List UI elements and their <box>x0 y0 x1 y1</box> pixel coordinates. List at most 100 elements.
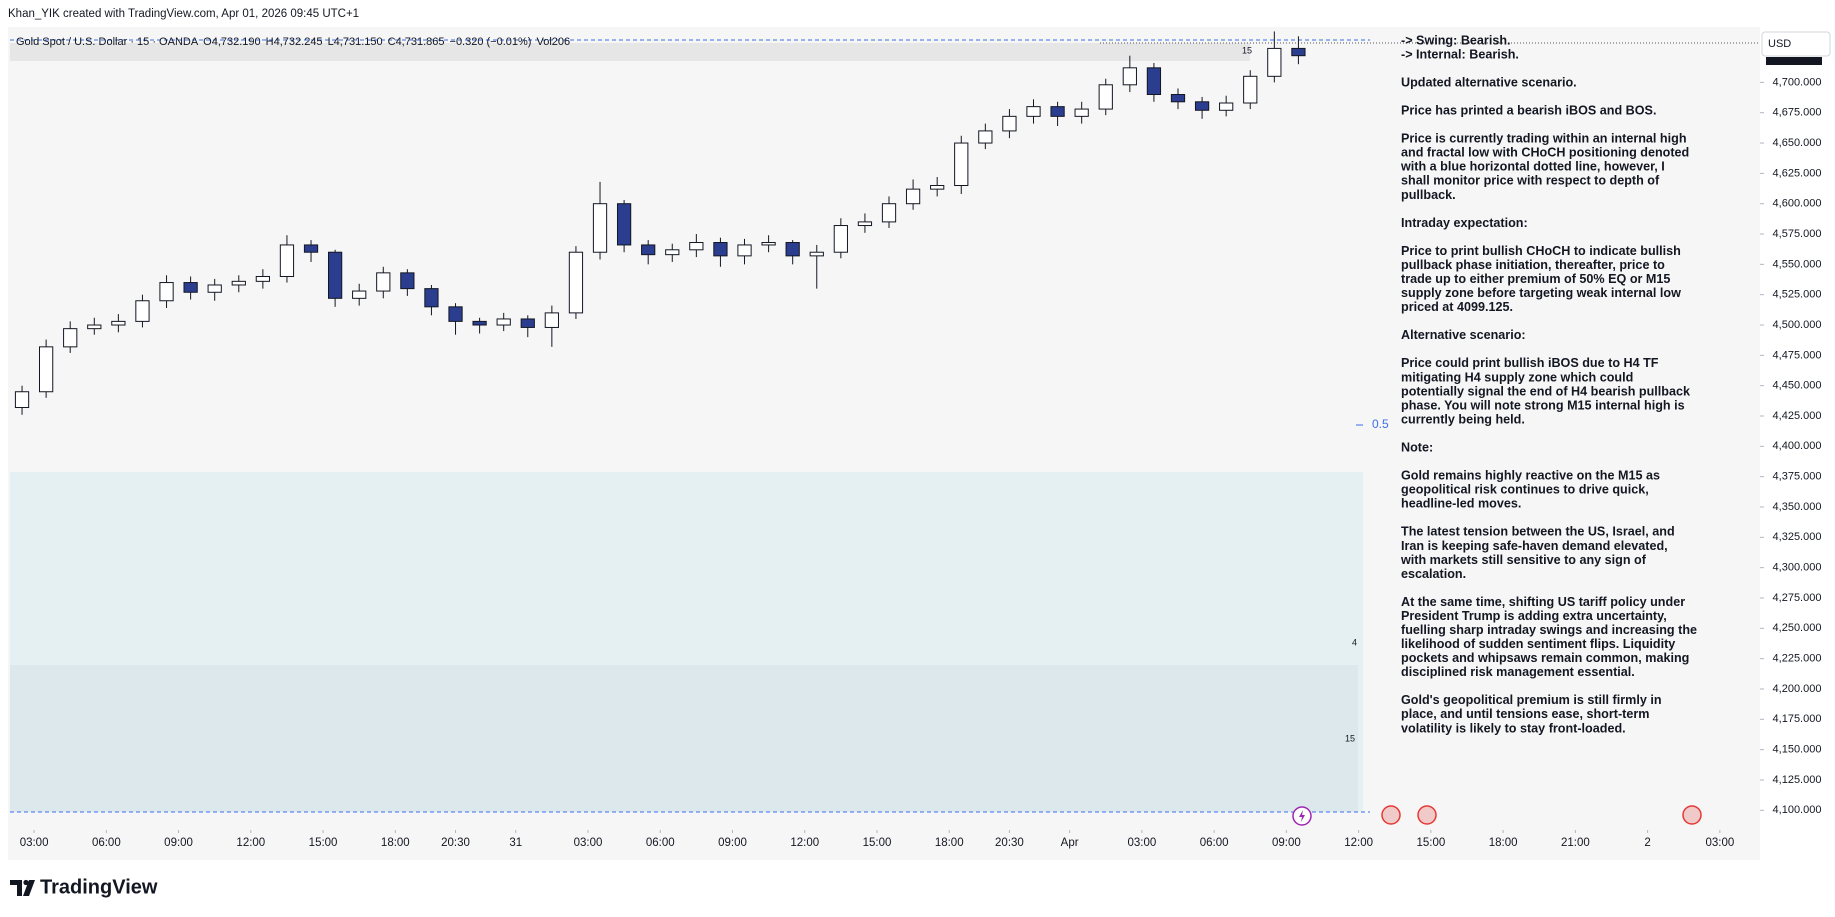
candle-body <box>14 391 30 409</box>
note-line: escalation. <box>1401 567 1466 581</box>
note-line: pullback phase initiation, thereafter, p… <box>1401 258 1665 272</box>
supply-zone <box>10 43 1250 61</box>
candle-body <box>472 320 487 326</box>
y-tick-label: 4,650.000 <box>1773 137 1822 149</box>
currency-box[interactable] <box>1761 31 1831 57</box>
note-line: shall monitor price with respect to dept… <box>1401 174 1660 188</box>
event-icon[interactable] <box>1417 805 1437 825</box>
candle-body <box>1146 67 1162 96</box>
note-line: currently being held. <box>1401 412 1525 426</box>
x-tick-label: 12:00 <box>236 837 265 849</box>
candle-body <box>159 282 174 302</box>
y-tick-label: 4,525.000 <box>1773 289 1822 301</box>
candle-body <box>1122 67 1137 86</box>
candle-body <box>665 249 680 256</box>
event-icon[interactable] <box>1682 805 1702 825</box>
y-tick-label: 4,125.000 <box>1773 774 1822 786</box>
note-line: Updated alternative scenario. <box>1401 75 1577 89</box>
x-tick-label: 03:00 <box>1127 837 1156 849</box>
note-line: -> Internal: Bearish. <box>1401 47 1519 61</box>
x-tick-label: 09:00 <box>718 837 747 849</box>
ohlc-value: L4,731.150 <box>328 36 383 48</box>
zone-label: 15 <box>1242 45 1252 55</box>
y-tick-label: 4,300.000 <box>1773 562 1822 574</box>
price-tag <box>1766 57 1822 65</box>
note-line: Note: <box>1401 440 1433 454</box>
candle-body <box>327 251 343 299</box>
note-line: The latest tension between the US, Israe… <box>1401 525 1675 539</box>
x-tick-label: 18:00 <box>1489 837 1518 849</box>
zone-label: 15 <box>1345 733 1355 743</box>
x-tick-label: 31 <box>509 837 522 849</box>
candle-body <box>905 188 921 205</box>
candle-body <box>881 203 897 223</box>
note-line: pockets and whipsaws remain common, maki… <box>1401 651 1689 665</box>
candle-body <box>833 225 848 253</box>
y-tick-label: 4,325.000 <box>1773 531 1822 543</box>
y-tick-label: 4,475.000 <box>1773 349 1822 361</box>
volume: Vol206 <box>536 36 570 48</box>
y-tick-label: 4,575.000 <box>1773 228 1822 240</box>
y-tick-label: 4,150.000 <box>1773 744 1822 756</box>
candle-body <box>424 288 439 308</box>
y-tick-label: 4,350.000 <box>1773 501 1822 513</box>
y-tick-label: 4,200.000 <box>1773 683 1822 695</box>
x-tick-label: 06:00 <box>92 837 121 849</box>
event-icon[interactable] <box>1381 805 1401 825</box>
x-tick-label: 03:00 <box>574 837 603 849</box>
candle-body <box>1194 101 1210 111</box>
candle-body <box>39 346 54 393</box>
ohlc-value: H4,732.245 <box>266 36 323 48</box>
event-icons <box>1292 805 1702 826</box>
note-line: trade up to either premium of 50% EQ or … <box>1401 272 1670 286</box>
candle-body <box>544 312 559 328</box>
ohlc-value: O4,732.190 <box>203 36 261 48</box>
y-tick-label: 4,175.000 <box>1773 713 1822 725</box>
candle-body <box>1219 102 1234 111</box>
x-tick-label: 06:00 <box>646 837 675 849</box>
y-tick-label: 4,500.000 <box>1773 319 1822 331</box>
logo-part <box>23 880 35 896</box>
candle-body <box>809 251 824 257</box>
candle-body <box>785 242 800 257</box>
brand-logo <box>10 879 35 896</box>
symbol: Gold Spot / U.S. Dollar · 15 · OANDA <box>16 36 199 48</box>
candle-body <box>1098 84 1113 110</box>
x-tick-label: 09:00 <box>164 837 193 849</box>
x-tick-label: 18:00 <box>935 837 964 849</box>
note-line: geopolitical risk continues to drive qui… <box>1401 483 1649 497</box>
candle-body <box>400 272 415 290</box>
change: −0.320 (−0.01%) <box>450 36 532 48</box>
candle-body <box>1002 115 1017 132</box>
y-tick-label: 4,425.000 <box>1773 410 1822 422</box>
candle-body <box>930 185 945 190</box>
candle-body <box>111 320 126 326</box>
note-line: supply zone before targeting weak intern… <box>1401 286 1681 300</box>
x-tick-label: 2 <box>1644 837 1650 849</box>
candle-body <box>1050 106 1065 117</box>
candle-body <box>857 221 873 227</box>
note-line: -> Swing: Bearish. <box>1401 33 1511 47</box>
x-tick-label: 06:00 <box>1200 837 1229 849</box>
note-line: Price has printed a bearish iBOS and BOS… <box>1401 104 1656 118</box>
candle-body <box>1074 108 1089 117</box>
x-tick-label: Apr <box>1061 837 1079 849</box>
legend: Gold Spot / U.S. Dollar · 15 · OANDA O4,7… <box>16 36 570 48</box>
candle-body <box>255 275 270 282</box>
candle-body <box>63 328 78 348</box>
candle-body <box>352 290 367 299</box>
candle-body <box>231 280 246 286</box>
note-line: Alternative scenario: <box>1401 328 1526 342</box>
note-line: fuelling sharp intraday swings and incre… <box>1401 623 1697 637</box>
y-tick-label: 4,450.000 <box>1773 380 1822 392</box>
brand: TradingView <box>40 876 158 898</box>
note-line: disciplined risk management essential. <box>1401 665 1635 679</box>
price-axis-background <box>1760 27 1835 860</box>
note-line: likelihood of sudden sentiment flips. Li… <box>1401 637 1675 651</box>
x-tick-label: 18:00 <box>381 837 410 849</box>
candle-body <box>978 130 993 144</box>
candle-body <box>641 244 656 256</box>
candle-body <box>592 203 608 253</box>
